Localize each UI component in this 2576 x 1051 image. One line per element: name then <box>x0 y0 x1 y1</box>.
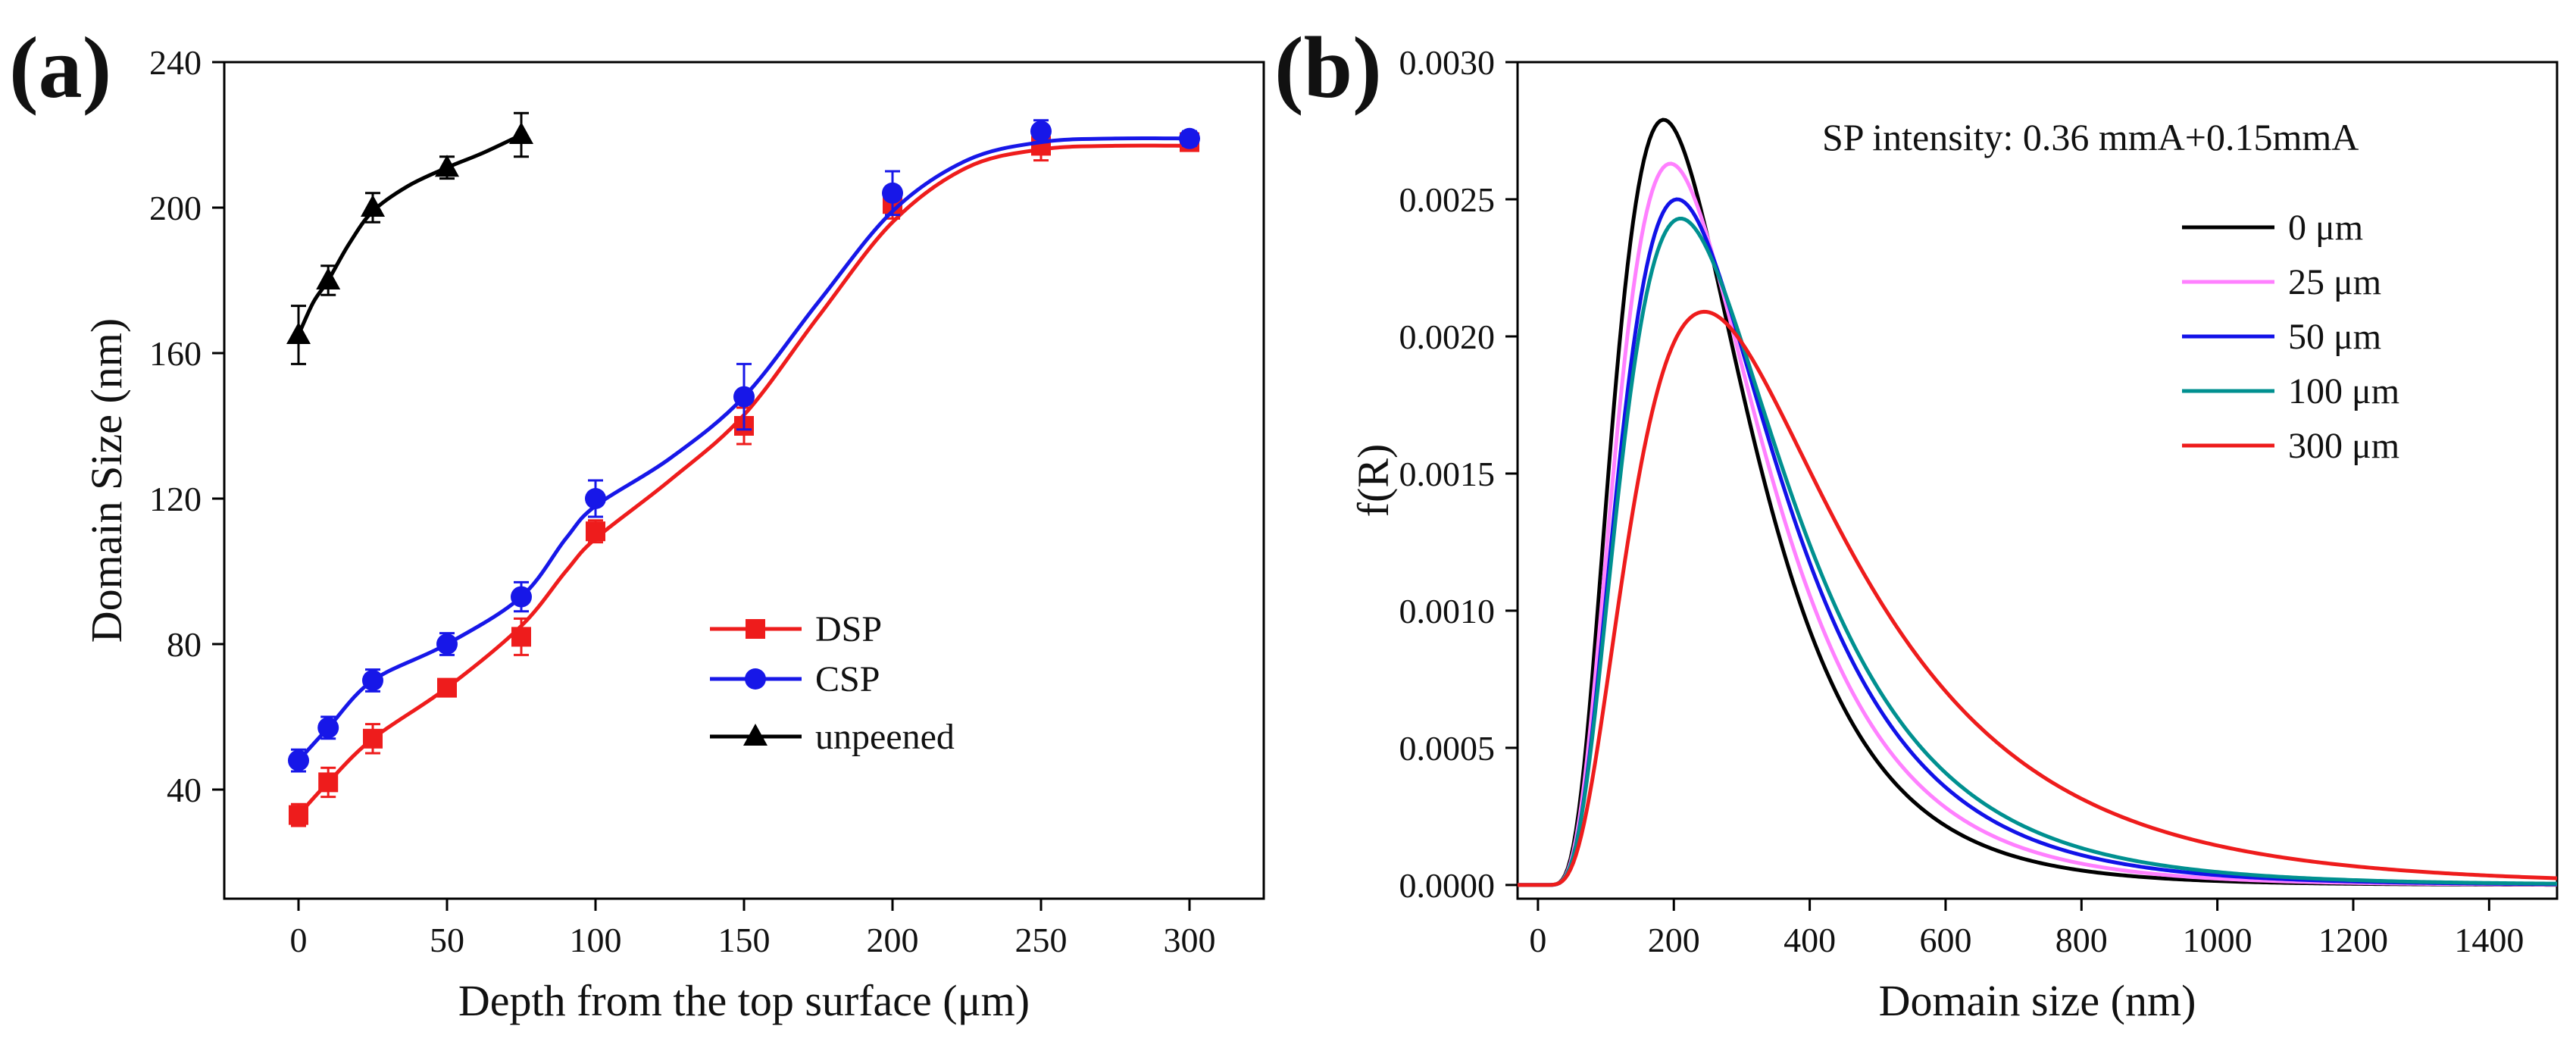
series-csp <box>288 119 1200 773</box>
data-point-csp <box>362 670 383 691</box>
panel-b-plot-frame <box>1516 61 2559 900</box>
panel-b-y-tick-label: 0.0000 <box>1399 866 1496 905</box>
panel-a-legend: DSP CSP unpeened <box>710 609 955 757</box>
panel-a-x-tick-label: 0 <box>290 921 308 959</box>
data-point-unpeened <box>361 195 385 217</box>
data-point-csp <box>882 182 903 204</box>
panel-b-y-tick-label: 0.0015 <box>1399 455 1496 493</box>
panel-b-legend: 0 μm 25 μm 50 μm 100 μm 300 μm <box>2182 208 2399 466</box>
data-point-csp <box>288 749 309 771</box>
distribution-curve-0-m <box>1518 117 2557 887</box>
panel-b-x-tick-label: 800 <box>2055 921 2108 959</box>
data-point-csp <box>436 633 458 655</box>
panel-a-x-axis-title: Depth from the top surface (μm) <box>458 976 1030 1025</box>
legend-label-0um: 0 μm <box>2288 208 2363 248</box>
panel-a-y-tick-label: 80 <box>167 625 202 664</box>
series-line-unpeened <box>296 133 523 336</box>
panel-b-y-tick-label: 0.0020 <box>1399 317 1496 356</box>
panel-b-x-tick-label: 1200 <box>2318 921 2388 959</box>
series-line-csp <box>297 136 1190 762</box>
distribution-curve-50-m <box>1518 197 2558 887</box>
data-point-unpeened <box>435 155 459 177</box>
panel-a-y-tick-label: 40 <box>167 771 202 809</box>
panel-b: (b) 0 200 400 600 800 1000 1200 1400 0.00000.00… <box>1274 20 2559 1025</box>
legend-label-csp: CSP <box>815 659 880 699</box>
panel-a-y-tick-label: 200 <box>149 189 202 227</box>
panel-b-y-tick-label: 0.0010 <box>1399 592 1496 630</box>
panel-b-x-tick-label: 0 <box>1529 921 1546 959</box>
legend-entry-unpeened: unpeened <box>710 717 955 757</box>
data-point-dsp <box>437 677 457 698</box>
panel-b-y-ticks: 0.0000 0.0005 0.0010 0.0015 0.0020 0.0025 0.00… <box>1399 43 1518 905</box>
legend-marker-csp <box>745 668 766 690</box>
legend-label-300um: 300 μm <box>2288 426 2399 466</box>
series-dsp <box>289 130 1199 827</box>
panel-b-y-tick-label: 0.0025 <box>1399 180 1496 219</box>
legend-label-dsp: DSP <box>815 609 882 649</box>
data-point-csp <box>1179 127 1200 149</box>
legend-label-25um: 25 μm <box>2288 262 2381 302</box>
data-point-csp <box>585 488 606 509</box>
panel-b-x-ticks: 0 200 400 600 800 1000 1200 1400 <box>1529 899 2524 959</box>
panel-a-y-tick-label: 120 <box>149 480 202 518</box>
panel-b-y-tick-label: 0.0030 <box>1399 43 1496 82</box>
panel-a-y-tick-label: 240 <box>149 43 202 82</box>
panel-b-x-axis-title: Domain size (nm) <box>1879 976 2196 1025</box>
panel-a-y-ticks: 40 80 120 160 200 240 <box>149 43 224 809</box>
legend-entry-50um: 50 μm <box>2182 317 2381 357</box>
panel-a-x-ticks: 0 50 100 150 200 250 300 <box>290 899 1216 959</box>
legend-entry-0um: 0 μm <box>2182 208 2363 248</box>
data-point-dsp <box>289 805 308 825</box>
panel-b-series-group <box>1518 117 2558 887</box>
panel-a-x-tick-label: 100 <box>570 921 622 959</box>
legend-entry-100um: 100 μm <box>2182 371 2399 411</box>
panel-a-series-group <box>286 111 1200 827</box>
legend-marker-dsp <box>746 619 765 639</box>
panel-a: (a) 0 50 100 150 200 250 300 4080120160200240 … <box>9 20 1265 1025</box>
legend-label-100um: 100 μm <box>2288 371 2399 411</box>
data-point-csp <box>733 386 755 408</box>
panel-a-x-tick-label: 150 <box>718 921 771 959</box>
data-point-csp <box>511 586 532 608</box>
panel-a-y-axis-title: Domain Size (nm) <box>82 318 131 643</box>
legend-entry-dsp: DSP <box>710 609 882 649</box>
panel-b-x-tick-label: 1400 <box>2454 921 2524 959</box>
panel-b-x-tick-label: 400 <box>1784 921 1836 959</box>
legend-entry-25um: 25 μm <box>2182 262 2381 302</box>
panel-b-y-tick-label: 0.0005 <box>1399 729 1496 768</box>
panel-a-x-tick-label: 300 <box>1164 921 1216 959</box>
panel-b-y-axis-title: f(R) <box>1349 444 1398 518</box>
data-point-dsp <box>318 772 339 793</box>
panel-b-x-tick-label: 1000 <box>2183 921 2252 959</box>
distribution-curve-100-m <box>1518 216 2558 887</box>
distribution-curve-300-m <box>1518 309 2558 887</box>
panel-a-label: (a) <box>9 20 111 117</box>
legend-marker-unpeened <box>743 724 767 746</box>
series-line-dsp <box>297 143 1190 817</box>
panel-b-x-tick-label: 200 <box>1648 921 1700 959</box>
data-point-unpeened <box>316 267 341 289</box>
data-point-unpeened <box>509 122 533 144</box>
panel-b-x-tick-label: 600 <box>1919 921 1971 959</box>
data-point-dsp <box>363 728 383 749</box>
panel-a-plot-frame <box>223 61 1265 900</box>
data-point-unpeened <box>286 322 311 344</box>
distribution-curve-25-m <box>1518 161 2558 887</box>
panel-a-x-tick-label: 200 <box>867 921 919 959</box>
panel-a-x-tick-label: 50 <box>430 921 464 959</box>
panel-a-y-tick-label: 160 <box>149 334 202 373</box>
data-point-dsp <box>511 627 531 647</box>
panel-a-x-tick-label: 250 <box>1015 921 1068 959</box>
legend-label-unpeened: unpeened <box>815 717 955 757</box>
legend-entry-csp: CSP <box>710 659 880 699</box>
series-unpeened <box>286 111 533 365</box>
data-point-csp <box>317 717 339 739</box>
legend-entry-300um: 300 μm <box>2182 426 2399 466</box>
panel-b-label: (b) <box>1274 20 1382 117</box>
data-point-csp <box>1030 120 1052 142</box>
panel-b-annotation: SP intensity: 0.36 mmA+0.15mmA <box>1822 116 2359 158</box>
legend-label-50um: 50 μm <box>2288 317 2381 357</box>
data-point-dsp <box>586 521 605 542</box>
